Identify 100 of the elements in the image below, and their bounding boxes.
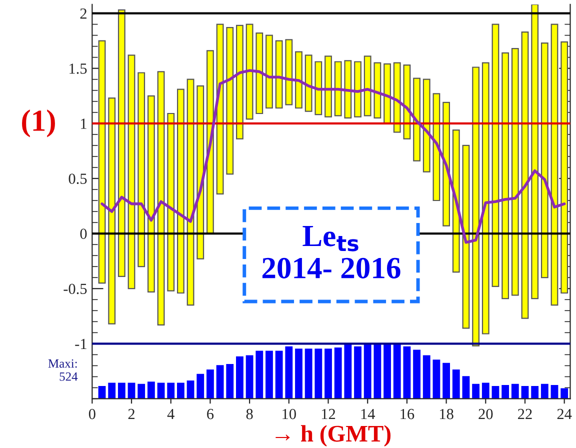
bar (442, 362, 450, 399)
bar (354, 346, 362, 399)
bar (502, 384, 510, 399)
y-tick-label: 1.5 (70, 64, 87, 74)
y-tick-label: 0 (80, 228, 87, 239)
bar (324, 56, 332, 118)
bar (98, 386, 106, 399)
bar (196, 85, 204, 260)
bar (186, 380, 194, 399)
bar (275, 40, 283, 109)
bar (462, 144, 470, 329)
bar (531, 386, 539, 399)
bar (374, 62, 382, 118)
y-tick-label: 2 (80, 8, 86, 19)
bar (560, 388, 568, 399)
bar (462, 376, 470, 399)
bar (157, 382, 165, 399)
bar (344, 344, 352, 399)
bar (246, 24, 254, 120)
bar (285, 39, 293, 106)
bar (128, 382, 136, 399)
bar (472, 66, 480, 346)
bar (275, 350, 283, 399)
bar (452, 370, 460, 399)
bar (334, 348, 342, 399)
bar (256, 350, 264, 399)
bar (403, 64, 411, 140)
bar (550, 24, 558, 306)
bar (285, 346, 293, 399)
bar (128, 54, 136, 290)
bar (472, 384, 480, 399)
bar (98, 40, 106, 284)
bar (176, 88, 184, 294)
bar (147, 382, 155, 399)
y-tick-label: 1 (81, 118, 86, 129)
bar (482, 62, 490, 334)
bar (540, 384, 548, 399)
bar (196, 374, 204, 399)
bar (314, 61, 322, 116)
bar (413, 350, 420, 399)
bar (344, 60, 352, 118)
bar (560, 41, 568, 294)
bar (226, 364, 234, 399)
bar (521, 31, 529, 319)
bar (393, 344, 401, 399)
bar (502, 52, 510, 300)
bar (540, 42, 548, 278)
bar (295, 51, 302, 109)
x-tick-label: 22 (518, 408, 532, 420)
bar (226, 27, 234, 175)
y-tick-label: -1 (75, 338, 86, 349)
bar (186, 78, 194, 306)
y-tick-label: -0.5 (64, 284, 87, 294)
x-tick-label: 24 (557, 408, 572, 420)
bar (167, 382, 175, 399)
bar (422, 355, 430, 399)
bar (521, 386, 529, 399)
bar (354, 61, 362, 118)
x-tick-label: 8 (246, 408, 253, 420)
bar (550, 384, 558, 399)
bar (246, 355, 254, 399)
annotation: Le$_{ts}$ 2014- 2016 (262, 226, 400, 278)
bar (304, 54, 312, 112)
bar (216, 365, 224, 399)
bar (108, 382, 116, 399)
x-axis-title: → h (GMT) (276, 425, 390, 446)
bar (256, 32, 264, 114)
bar (452, 129, 460, 273)
x-tick-label: 6 (207, 408, 214, 420)
bar (324, 348, 332, 399)
bar (138, 384, 146, 399)
bar (384, 344, 391, 399)
bar (334, 61, 342, 116)
text: Maxi: 524 (48, 359, 78, 381)
bar (374, 344, 382, 399)
bar (511, 48, 519, 296)
bar (295, 348, 302, 399)
y-tick-label: 0.5 (68, 174, 87, 184)
bar (403, 346, 411, 399)
bar (364, 344, 372, 399)
x-tick-label: 20 (478, 408, 493, 420)
bar (138, 72, 146, 268)
bar (413, 78, 420, 162)
bar (422, 78, 430, 172)
bar (147, 95, 155, 292)
x-tick-label: 12 (322, 408, 336, 420)
bar (304, 348, 312, 399)
bar (206, 370, 214, 399)
bar (236, 24, 244, 140)
x-tick-label: 4 (167, 408, 174, 420)
bar (442, 102, 450, 226)
bar (167, 112, 175, 292)
x-tick-label: 14 (361, 408, 375, 420)
bar (118, 382, 126, 399)
bar (482, 382, 490, 399)
bar (266, 34, 273, 109)
bar (432, 360, 440, 399)
bar (511, 384, 519, 399)
bar (266, 350, 273, 399)
bar (176, 382, 184, 399)
